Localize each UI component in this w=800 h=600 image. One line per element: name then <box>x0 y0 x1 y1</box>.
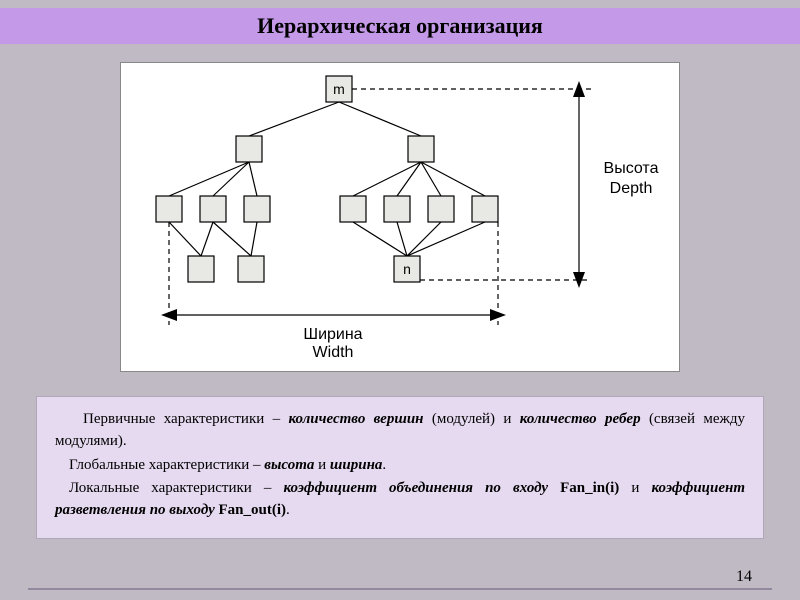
tree-node <box>472 196 498 222</box>
width-label-ru: Ширина <box>303 326 362 343</box>
tree-node <box>238 256 264 282</box>
tree-node <box>384 196 410 222</box>
page-number: 14 <box>736 568 752 586</box>
height-label-en: Depth <box>610 180 653 197</box>
height-label-ru: Высота <box>604 160 659 177</box>
tree-node <box>408 136 434 162</box>
tree-node <box>428 196 454 222</box>
tree-node <box>236 136 262 162</box>
page-title: Иерархическая организация <box>257 13 543 39</box>
tree-node <box>188 256 214 282</box>
tree-node <box>340 196 366 222</box>
footer-divider <box>28 588 772 590</box>
width-label-en: Width <box>313 344 354 361</box>
description-panel: Первичные характеристики – количество ве… <box>36 396 764 539</box>
hierarchy-diagram: m n Высота Depth Ширина Width <box>120 62 680 372</box>
title-bar: Иерархическая организация <box>0 8 800 44</box>
tree-node <box>156 196 182 222</box>
tree-node-label: n <box>403 261 411 277</box>
tree-node <box>200 196 226 222</box>
tree-node-label: m <box>333 81 345 97</box>
desc-global: Глобальные характеристики – высота и шир… <box>55 455 745 477</box>
desc-primary: Первичные характеристики – количество ве… <box>55 409 745 453</box>
desc-local: Локальные характеристики – коэффициент о… <box>55 478 745 522</box>
tree-node <box>244 196 270 222</box>
